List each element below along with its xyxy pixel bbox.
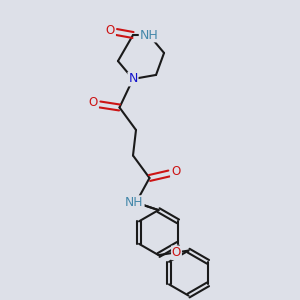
Text: O: O: [172, 246, 181, 259]
Text: O: O: [106, 24, 115, 37]
Text: O: O: [171, 165, 180, 178]
Text: NH: NH: [125, 196, 144, 209]
Text: O: O: [89, 97, 98, 110]
Text: N: N: [128, 73, 138, 85]
Text: NH: NH: [140, 28, 158, 41]
